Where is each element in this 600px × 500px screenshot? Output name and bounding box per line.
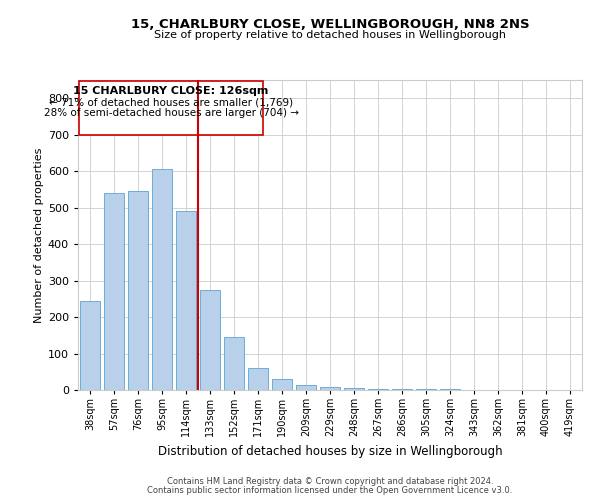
Bar [392, 389, 412, 390]
Text: 28% of semi-detached houses are larger (704) →: 28% of semi-detached houses are larger (… [44, 108, 299, 118]
Text: 15, CHARLBURY CLOSE, WELLINGBOROUGH, NN8 2NS: 15, CHARLBURY CLOSE, WELLINGBOROUGH, NN8… [131, 18, 529, 30]
Text: ← 71% of detached houses are smaller (1,769): ← 71% of detached houses are smaller (1,… [49, 97, 293, 107]
Text: Contains public sector information licensed under the Open Government Licence v3: Contains public sector information licen… [148, 486, 512, 495]
Text: 15 CHARLBURY CLOSE: 126sqm: 15 CHARLBURY CLOSE: 126sqm [73, 86, 269, 96]
Bar [80, 300, 100, 390]
Bar [152, 170, 172, 390]
Bar [344, 388, 364, 390]
Bar [200, 290, 220, 390]
Bar [368, 388, 388, 390]
Bar [248, 368, 268, 390]
Bar [296, 384, 316, 390]
Bar [272, 379, 292, 390]
Bar [320, 387, 340, 390]
Bar [176, 212, 196, 390]
Bar [104, 193, 124, 390]
X-axis label: Distribution of detached houses by size in Wellingborough: Distribution of detached houses by size … [158, 444, 502, 458]
Y-axis label: Number of detached properties: Number of detached properties [34, 148, 44, 322]
Text: Contains HM Land Registry data © Crown copyright and database right 2024.: Contains HM Land Registry data © Crown c… [167, 477, 493, 486]
Bar [128, 191, 148, 390]
Text: Size of property relative to detached houses in Wellingborough: Size of property relative to detached ho… [154, 30, 506, 40]
Bar [224, 337, 244, 390]
Bar [79, 80, 263, 134]
